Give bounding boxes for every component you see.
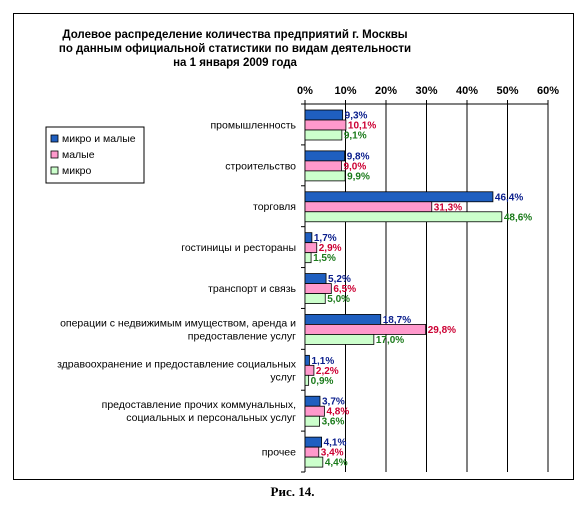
x-tick-label: 0%	[297, 85, 313, 97]
data-label: 2,2%	[316, 366, 339, 377]
data-label: 17,0%	[376, 335, 404, 346]
bar	[304, 273, 327, 284]
bar	[304, 324, 427, 335]
bar	[304, 119, 347, 131]
bar	[304, 109, 344, 121]
bar	[304, 252, 312, 264]
bar	[304, 314, 382, 325]
data-label: 18,7%	[383, 315, 411, 326]
category-label: гостиницы и рестораны	[181, 242, 296, 254]
bar	[304, 456, 324, 468]
bar	[304, 150, 346, 162]
data-label: 9,8%	[347, 151, 370, 162]
data-label: 9,9%	[347, 171, 370, 182]
category-label: здравоохранение и предоставление социаль…	[57, 358, 297, 370]
x-tick-label: 30%	[415, 85, 437, 97]
bar	[304, 242, 318, 254]
x-tick-label: 10%	[334, 85, 356, 97]
data-label: 5,2%	[328, 274, 351, 285]
data-label: 46,4%	[495, 192, 523, 203]
data-label: 29,8%	[428, 325, 456, 336]
chart-title-line: по данным официальной статистики по вида…	[59, 43, 411, 55]
legend-label: микро и малые	[62, 133, 136, 145]
figure-caption: Рис. 14.	[270, 484, 315, 499]
category-label: операции с недвижимым имуществом, аренда…	[60, 317, 296, 329]
legend-swatch	[50, 166, 59, 175]
data-label: 5,0%	[327, 294, 350, 305]
chart-title-line: на 1 января 2009 года	[173, 57, 297, 69]
data-label: 6,5%	[333, 284, 356, 295]
category-label: предоставление прочих коммунальных,	[102, 399, 296, 411]
bar	[304, 129, 343, 141]
bar	[304, 201, 433, 213]
x-tick-label: 40%	[456, 85, 478, 97]
legend-swatch	[50, 134, 59, 143]
data-label: 3,6%	[322, 417, 345, 428]
legend-swatch	[50, 150, 59, 159]
bar	[304, 446, 320, 458]
bar	[304, 293, 326, 304]
data-label: 10,1%	[348, 121, 376, 132]
data-label: 1,5%	[313, 253, 336, 264]
data-label: 31,3%	[434, 202, 462, 213]
data-label: 48,6%	[504, 212, 532, 223]
bar	[304, 374, 310, 386]
x-tick-label: 20%	[375, 85, 397, 97]
data-label: 1,7%	[314, 233, 337, 244]
legend-label: микро	[62, 165, 92, 177]
chart-title-line: Долевое распределение количества предпри…	[62, 29, 407, 41]
data-label: 4,4%	[325, 458, 348, 469]
x-tick-label: 60%	[537, 85, 559, 97]
category-label: предоставление услуг	[188, 330, 296, 342]
bar	[304, 170, 346, 182]
bar	[304, 232, 313, 244]
category-label: социальных и персональных услуг	[126, 412, 296, 424]
data-label: 3,7%	[322, 397, 345, 408]
x-tick-label: 50%	[496, 85, 518, 97]
bar	[304, 436, 323, 448]
data-label: 3,4%	[321, 448, 344, 459]
bar	[304, 191, 494, 203]
category-label: транспорт и связь	[208, 283, 296, 295]
data-label: 9,3%	[345, 111, 368, 122]
bar	[304, 211, 503, 223]
bar	[304, 354, 310, 366]
bar	[304, 364, 315, 376]
data-label: 0,9%	[311, 376, 334, 387]
bar	[304, 334, 375, 345]
legend-box	[45, 126, 145, 184]
category-label: услуг	[270, 371, 296, 383]
data-label: 2,9%	[319, 243, 342, 254]
data-label: 9,1%	[344, 131, 367, 142]
bar	[304, 405, 325, 417]
chart-frame	[13, 13, 574, 480]
data-label: 1,1%	[311, 356, 334, 367]
bar	[304, 283, 332, 294]
category-label: торговля	[253, 201, 296, 213]
data-label: 4,1%	[324, 438, 347, 449]
data-label: 9,0%	[343, 161, 366, 172]
bar	[304, 415, 320, 427]
category-label: прочее	[262, 447, 296, 459]
data-label: 4,8%	[326, 407, 349, 418]
legend-label: малые	[62, 149, 95, 161]
category-label: строительство	[225, 160, 296, 172]
bar	[304, 160, 342, 172]
bar	[304, 395, 321, 407]
category-label: промышленность	[211, 119, 297, 131]
